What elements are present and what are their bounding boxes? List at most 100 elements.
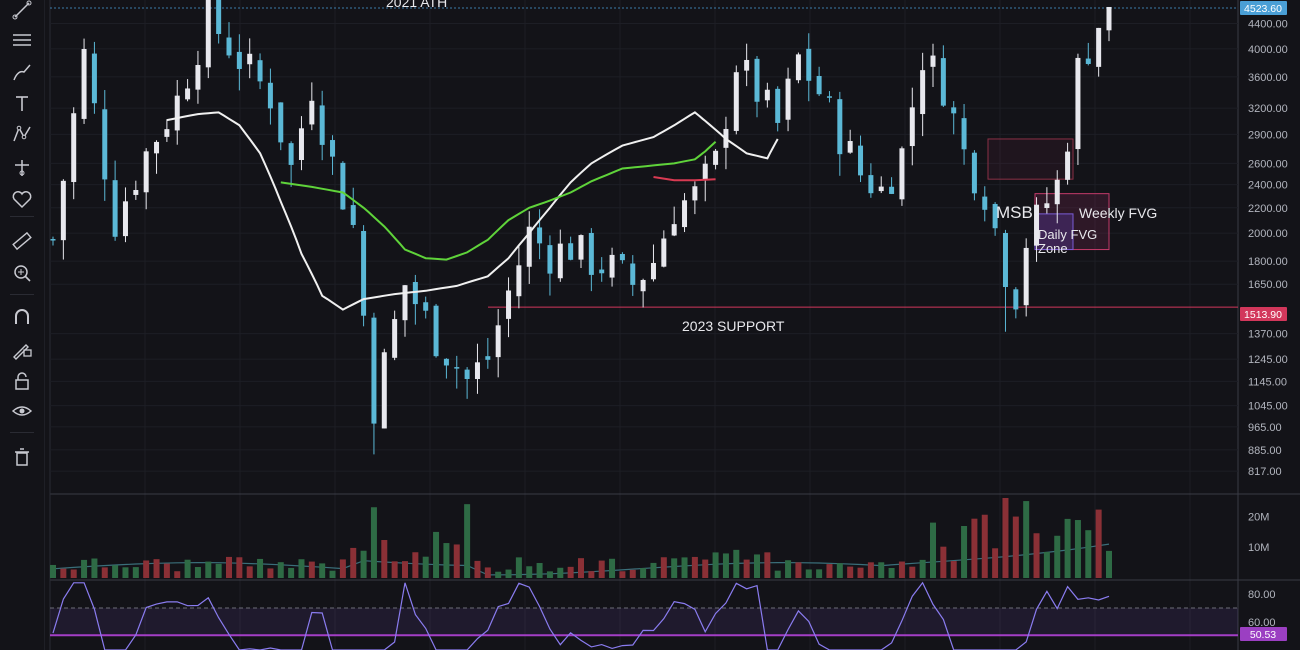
pattern-icon[interactable] xyxy=(9,121,35,147)
candle-body xyxy=(930,55,936,67)
candle-body xyxy=(174,95,180,131)
magnet-icon[interactable] xyxy=(9,304,35,330)
volume-bar xyxy=(878,562,885,578)
volume-bar xyxy=(422,556,429,578)
candle-body xyxy=(1044,203,1050,209)
candle-body xyxy=(102,109,108,180)
candle-body xyxy=(309,100,315,125)
volume-bar xyxy=(1002,498,1009,578)
volume-bar xyxy=(764,552,771,578)
brush-icon[interactable] xyxy=(9,60,35,86)
volume-bar xyxy=(101,567,108,578)
candle-body xyxy=(951,107,957,114)
volume-bar xyxy=(1023,501,1030,578)
volume-bar xyxy=(992,548,999,578)
volume-bar xyxy=(816,569,823,578)
candle-body xyxy=(226,37,232,56)
volume-bar xyxy=(1012,516,1019,578)
volume-bar xyxy=(215,563,222,578)
volume-bar xyxy=(609,558,616,578)
support-label: 2023 SUPPORT xyxy=(682,318,785,334)
price-tick-label: 2000.00 xyxy=(1248,228,1288,240)
price-tick-label: 4000.00 xyxy=(1248,44,1288,56)
price-tick-label: 1370.00 xyxy=(1248,329,1288,341)
volume-bar xyxy=(153,559,160,578)
volume-bar xyxy=(143,560,150,578)
rsi-line xyxy=(52,581,1110,650)
candle-body xyxy=(764,89,770,101)
annotations: 2021 ATH 2023 SUPPORT MSB Weekly FVG Dai… xyxy=(386,0,1157,334)
volume-bar xyxy=(785,560,792,578)
candle-body xyxy=(185,88,191,100)
horizontal-lines-icon[interactable] xyxy=(9,27,35,53)
volume-bar xyxy=(226,556,232,578)
price-tick-label: 965.00 xyxy=(1248,422,1282,434)
candle-body xyxy=(682,200,688,228)
volume-bar xyxy=(474,560,481,578)
volume-bar xyxy=(857,567,864,578)
volume-bar xyxy=(81,559,88,578)
volume-bar xyxy=(578,558,584,578)
volume-bar xyxy=(722,553,729,578)
volume-bar xyxy=(50,564,56,578)
candle-body xyxy=(216,0,222,34)
daily-fvg-label: Daily FVG xyxy=(1038,227,1097,242)
text-icon[interactable] xyxy=(9,90,35,116)
candle-body xyxy=(412,282,418,305)
candle-body xyxy=(619,254,625,261)
candle-body xyxy=(423,302,429,311)
candle-body xyxy=(547,245,553,274)
candle-body xyxy=(154,141,160,154)
candle-body xyxy=(402,285,408,321)
candle-body xyxy=(588,232,594,275)
candle-body xyxy=(381,352,387,429)
candle-body xyxy=(1034,204,1040,246)
volume-bar xyxy=(91,558,98,578)
volume-bar xyxy=(619,571,626,578)
volume-bar xyxy=(660,557,667,578)
msb-label: MSB xyxy=(996,203,1033,222)
projection-icon[interactable] xyxy=(9,155,35,181)
ma-white-line xyxy=(166,111,779,311)
volume-bar xyxy=(847,566,854,578)
support-price-tag xyxy=(1240,307,1287,321)
lock-icon[interactable] xyxy=(9,368,35,394)
candle-body xyxy=(661,238,667,267)
candle-body xyxy=(744,59,750,71)
candlesticks xyxy=(50,0,1112,455)
ma-green-line xyxy=(280,141,717,261)
candle-body xyxy=(340,162,346,210)
candle-body xyxy=(868,175,874,194)
ruler-icon[interactable] xyxy=(9,228,35,254)
volume-bar xyxy=(867,562,874,578)
candle-body xyxy=(733,72,739,131)
volume-bar xyxy=(391,561,398,578)
trash-icon[interactable] xyxy=(9,444,35,470)
volume-bar xyxy=(557,567,564,578)
candle-body xyxy=(1065,151,1071,180)
candle-body xyxy=(1085,58,1091,64)
volume-bar xyxy=(1033,533,1040,578)
candle-body xyxy=(392,319,398,358)
candle-body xyxy=(961,118,967,150)
volume-bar xyxy=(184,559,191,578)
trend-line-icon[interactable] xyxy=(9,0,35,23)
volume-bar xyxy=(163,563,170,578)
rsi-band xyxy=(50,608,1238,636)
favorite-heart-icon[interactable] xyxy=(9,186,35,212)
eye-icon[interactable] xyxy=(9,398,35,424)
lock-drawing-icon[interactable] xyxy=(9,336,35,362)
volume-bar xyxy=(443,543,450,578)
volume-bar xyxy=(640,568,647,578)
chart-grid xyxy=(49,0,1300,650)
volume-bar xyxy=(836,563,843,578)
zoom-in-icon[interactable] xyxy=(9,260,35,286)
price-tick-label: 3200.00 xyxy=(1248,103,1288,115)
candle-body xyxy=(775,88,781,123)
candle-body xyxy=(692,186,698,201)
volume-bar xyxy=(598,560,605,578)
price-tick-label: 4400.00 xyxy=(1248,19,1288,31)
candle-body xyxy=(878,186,884,192)
candle-body xyxy=(267,82,273,109)
